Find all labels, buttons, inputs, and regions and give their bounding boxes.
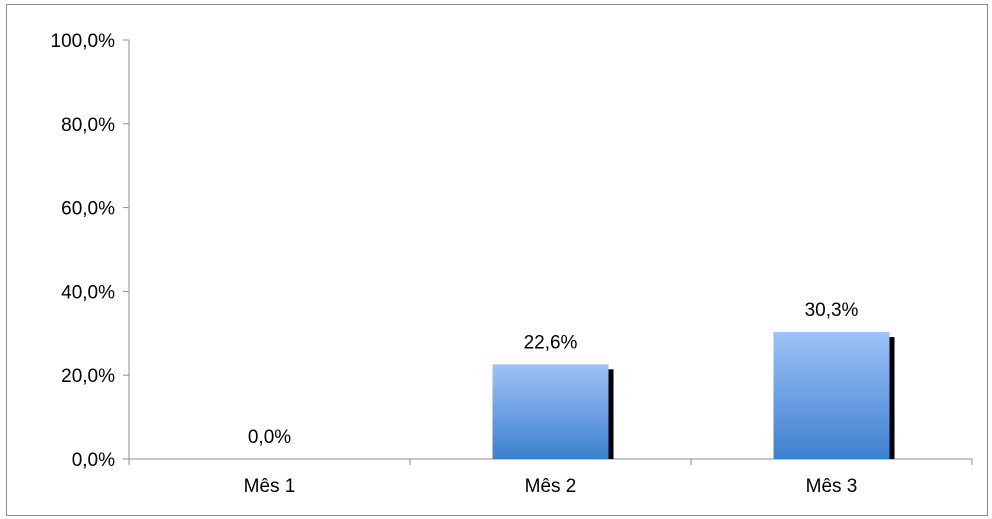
data-label: 30,3%: [805, 300, 859, 321]
bar-shadow: [889, 337, 895, 459]
y-axis-ticks: 0,0% 20,0% 40,0% 60,0% 80,0% 100,0%: [51, 31, 129, 471]
data-label: 0,0%: [248, 427, 291, 448]
y-tick-label: 80,0%: [61, 115, 115, 136]
bar: [773, 332, 890, 459]
y-tick-label: 100,0%: [51, 31, 116, 52]
bar-shadow: [608, 369, 614, 459]
category-label: Mês 3: [806, 476, 858, 497]
category-label: Mês 1: [244, 476, 296, 497]
data-label: 22,6%: [524, 332, 578, 353]
y-tick-label: 40,0%: [61, 282, 115, 303]
category-label: Mês 2: [525, 476, 577, 497]
y-tick-label: 20,0%: [61, 366, 115, 387]
y-tick-label: 60,0%: [61, 199, 115, 220]
labels: 0,0% Mês 1 22,6% Mês 2 30,3% Mês 3: [244, 300, 859, 497]
bars: [492, 332, 895, 459]
y-tick-label: 0,0%: [72, 450, 115, 471]
bar: [492, 364, 609, 459]
